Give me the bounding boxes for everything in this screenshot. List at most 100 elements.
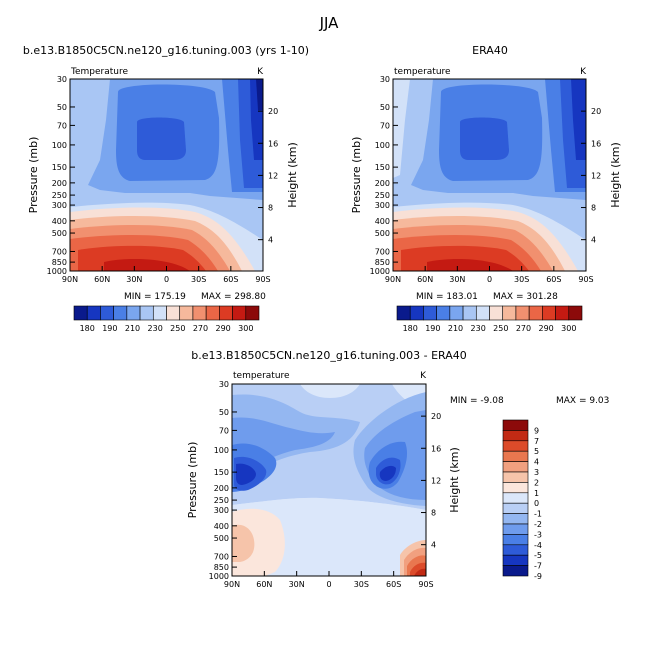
colorbar-swatch (179, 305, 194, 321)
obs-y2label: Height (km) (609, 142, 622, 208)
x-tick-label: 90S (255, 275, 270, 284)
colorbar-swatch (449, 305, 464, 321)
colorbar-label: -5 (534, 551, 542, 560)
y-tick-label: 850 (52, 258, 67, 267)
y-tick-label: 700 (375, 247, 390, 256)
y-tick-label: 1000 (370, 267, 390, 276)
y-tick-label: 50 (380, 103, 390, 112)
colorbar-swatch (489, 305, 504, 321)
colorbar-swatch (205, 305, 220, 321)
colorbar-swatch (192, 305, 207, 321)
y-tick-label: 500 (375, 229, 390, 238)
colorbar-label: 4 (534, 458, 539, 467)
y-tick-label: 70 (57, 121, 67, 130)
y-tick-label: 250 (52, 191, 67, 200)
colorbar-swatch (502, 461, 529, 473)
y-tick-label: 100 (214, 446, 229, 455)
x-tick-label: 90N (385, 275, 401, 284)
colorbar-label: -2 (534, 520, 542, 529)
colorbar-swatch (423, 305, 437, 321)
y2-tick-label: 4 (268, 236, 273, 245)
colorbar-label: 190 (425, 324, 440, 333)
colorbar-swatch (475, 305, 490, 321)
colorbar-swatch (126, 305, 141, 321)
y-tick-label: 1000 (209, 572, 229, 581)
y2-tick-label: 8 (591, 204, 596, 213)
y-tick-label: 500 (214, 534, 229, 543)
y-tick-label: 250 (375, 191, 390, 200)
model-colorbar: 180 190 210 230 250 270 290 300 (73, 305, 260, 333)
x-tick-label: 60S (546, 275, 561, 284)
colorbar-label: 3 (534, 468, 539, 477)
colorbar-label: 290 (215, 324, 230, 333)
y2-tick-label: 16 (431, 444, 441, 453)
y-tick-label: 50 (57, 103, 67, 112)
colorbar-swatch (502, 482, 529, 494)
x-tick-label: 90N (62, 275, 78, 284)
diff-band-3 (300, 384, 360, 398)
colorbar-label: 250 (170, 324, 185, 333)
x-tick-label: 60N (94, 275, 110, 284)
obs-title: ERA40 (472, 44, 508, 57)
y-tick-label: 850 (375, 258, 390, 267)
x-tick-label: 30S (191, 275, 206, 284)
colorbar-swatch (502, 450, 529, 462)
obs-band-7 (571, 79, 586, 160)
panel-model: b.e13.B1850C5CN.ne120_g16.tuning.003 (yr… (23, 44, 309, 333)
x-tick-label: 90S (578, 275, 593, 284)
colorbar-label: 230 (471, 324, 486, 333)
colorbar-swatch (502, 554, 529, 566)
colorbar-swatch (502, 430, 529, 442)
colorbar-swatch (502, 471, 529, 483)
y-tick-label: 30 (57, 75, 67, 84)
x-tick-label: 0 (487, 275, 492, 284)
colorbar-label: -4 (534, 541, 542, 550)
colorbar-swatch (502, 544, 529, 556)
colorbar-swatch (462, 305, 477, 321)
diff-band-17 (232, 524, 255, 562)
y-tick-label: 400 (214, 522, 229, 531)
x-tick-label: 60N (256, 580, 272, 589)
diff-band-22 (414, 568, 426, 576)
colorbar-swatch (568, 305, 583, 321)
colorbar-label: 270 (516, 324, 531, 333)
colorbar-swatch (113, 305, 128, 321)
y-tick-label: 30 (380, 75, 390, 84)
model-y2label: Height (km) (286, 142, 299, 208)
panel-obs: ERA40 temperature K 90N 60N 30N 0 30S 60S 90S 3… (350, 44, 622, 333)
y-tick-label: 400 (52, 217, 67, 226)
x-tick-label: 60N (417, 275, 433, 284)
y-tick-label: 700 (52, 247, 67, 256)
y2-tick-label: 4 (591, 236, 596, 245)
model-band-8 (137, 117, 186, 160)
diff-band-14 (379, 465, 396, 481)
diff-colorbar: 9 75 432 10 -1-2-3 -4-5 -7-9 (502, 419, 542, 581)
colorbar-swatch (502, 305, 517, 321)
y-tick-label: 150 (214, 468, 229, 477)
x-tick-label: 30S (514, 275, 529, 284)
colorbar-label: 290 (538, 324, 553, 333)
colorbar-label: 180 (80, 324, 95, 333)
colorbar-label: -9 (534, 572, 542, 581)
model-max-label: MAX = 298.80 (201, 292, 266, 302)
x-tick-label: 90S (418, 580, 433, 589)
colorbar-swatch (502, 502, 529, 514)
diff-max-label: MAX = 9.03 (556, 396, 609, 406)
obs-band-2 (393, 79, 410, 178)
y2-tick-label: 8 (431, 509, 436, 518)
colorbar-label: 210 (448, 324, 463, 333)
model-band-15 (104, 258, 190, 271)
colorbar-label: -3 (534, 530, 542, 539)
obs-min-label: MIN = 183.01 (416, 292, 478, 302)
colorbar-label: 9 (534, 426, 539, 435)
y-tick-label: 500 (52, 229, 67, 238)
colorbar-label: -1 (534, 510, 542, 519)
y-tick-label: 400 (375, 217, 390, 226)
x-tick-label: 30S (354, 580, 369, 589)
colorbar-swatch (396, 305, 411, 321)
colorbar-swatch (502, 440, 529, 452)
colorbar-swatch (502, 492, 529, 504)
model-axes: 90N 60N 30N 0 30S 60S 90S 30 50 70 100 150 200 250300… (47, 75, 279, 284)
colorbar-swatch (232, 305, 247, 321)
x-tick-label: 0 (164, 275, 169, 284)
